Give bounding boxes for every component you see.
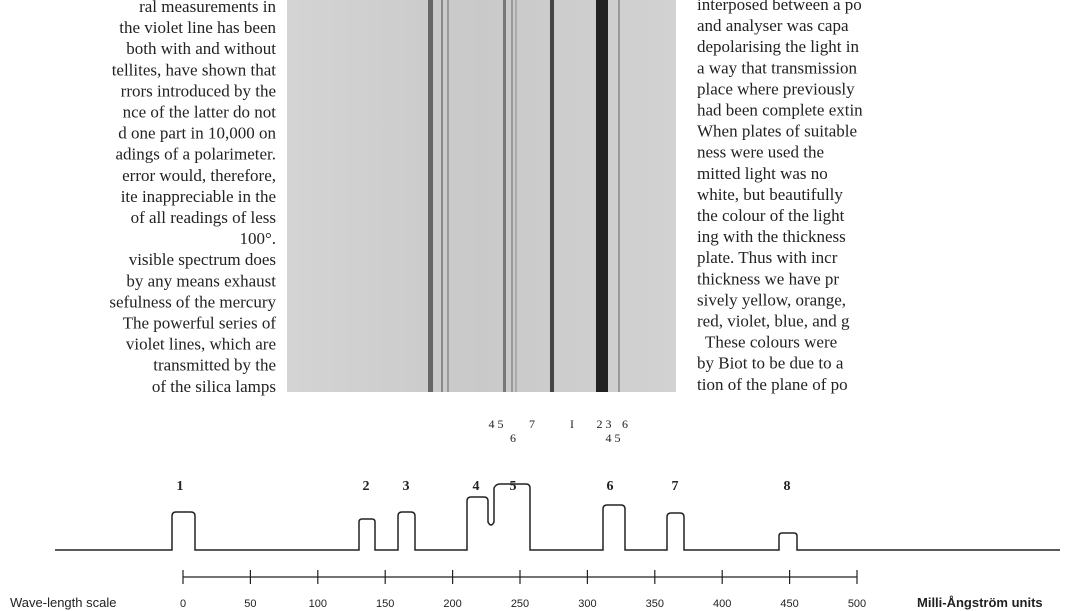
left-column-line: ite inappreciable in the xyxy=(121,187,276,206)
line-number: 6 xyxy=(510,431,516,445)
right-column-line: and analyser was capa xyxy=(697,16,849,35)
scale-tick-label: 0 xyxy=(180,598,186,610)
scale-label: Wave-length scale xyxy=(10,595,116,610)
scale-tick-label: 250 xyxy=(511,598,529,610)
right-column-line: red, violet, blue, and g xyxy=(697,312,850,331)
peak-label: 4 xyxy=(473,479,480,494)
line-number: 2 3 xyxy=(597,417,612,431)
right-column-line: plate. Thus with incr xyxy=(697,248,838,267)
right-column-line: had been complete extin xyxy=(697,101,863,120)
line-number: 4 5 xyxy=(606,431,621,445)
right-column-line: white, but beautifully xyxy=(697,185,843,204)
right-column-line: depolarising the light in xyxy=(697,37,859,56)
right-column-line: When plates of suitable xyxy=(697,122,857,141)
left-column-line: The powerful series of xyxy=(123,314,277,333)
left-column-line: tellites, have shown that xyxy=(112,60,277,79)
peak-label: 3 xyxy=(403,479,410,494)
scale-tick-label: 100 xyxy=(309,598,327,610)
scale-tick-label: 200 xyxy=(443,598,461,610)
scale-unit: Milli-Ångström units xyxy=(917,595,1043,610)
left-column-line: the violet line has been xyxy=(119,18,276,37)
right-column-line: These colours were xyxy=(705,333,837,352)
peak-label: 1 xyxy=(177,479,184,494)
right-column-line: place where previously xyxy=(697,79,855,98)
right-column-line: ness were used the xyxy=(697,143,824,162)
scale-tick-label: 500 xyxy=(848,598,866,610)
left-column-line: rrors introduced by the xyxy=(121,81,276,100)
line-number: 4 5 xyxy=(489,417,504,431)
left-column-line: ral measurements in xyxy=(139,0,276,16)
right-column-line: interposed between a po xyxy=(697,0,862,14)
left-column-line: sefulness of the mercury xyxy=(109,292,276,311)
peak-label: 7 xyxy=(672,479,679,494)
peak-label: 8 xyxy=(784,479,791,494)
scale-tick-label: 450 xyxy=(780,598,798,610)
peak-label: 2 xyxy=(363,479,370,494)
right-column-line: sively yellow, orange, xyxy=(697,290,846,309)
right-column-line: the colour of the light xyxy=(697,206,845,225)
left-column-line: visible spectrum does xyxy=(129,250,276,269)
left-column-line: adings of a polarimeter. xyxy=(115,145,276,164)
left-column-line: transmitted by the xyxy=(153,356,276,375)
right-column-line: by Biot to be due to a xyxy=(697,354,844,373)
scale-tick-label: 350 xyxy=(646,598,664,610)
left-column-line: d one part in 10,000 on xyxy=(118,124,276,143)
right-column-line: ing with the thickness xyxy=(697,227,846,246)
right-column-line: mitted light was no xyxy=(697,164,828,183)
left-column-line: violet lines, which are xyxy=(126,335,276,354)
left-column-line: both with and without xyxy=(126,39,276,58)
emission-profile xyxy=(55,483,1060,551)
peak-label: 6 xyxy=(607,479,614,494)
right-column-line: a way that transmission xyxy=(697,58,858,77)
right-column-line: thickness we have pr xyxy=(697,269,839,288)
left-column-line: of all readings of less xyxy=(131,208,276,227)
left-column-line: by any means exhaust xyxy=(126,271,276,290)
line-number: 7 xyxy=(529,417,535,431)
right-column-line: tion of the plane of po xyxy=(697,375,848,394)
peak-label: 5 xyxy=(510,479,517,494)
scale-tick-label: 400 xyxy=(713,598,731,610)
left-column-line: 100°. xyxy=(239,229,276,248)
left-column-line: error would, therefore, xyxy=(122,166,276,185)
line-number: 6 xyxy=(622,417,628,431)
spectrum-photograph xyxy=(287,0,676,392)
left-column-line: of the silica lamps xyxy=(152,377,276,396)
left-column-line: nce of the latter do not xyxy=(123,103,277,122)
scale-tick-label: 300 xyxy=(578,598,596,610)
scale-tick-label: 150 xyxy=(376,598,394,610)
line-number: I xyxy=(570,417,574,431)
scale-tick-label: 50 xyxy=(244,598,256,610)
